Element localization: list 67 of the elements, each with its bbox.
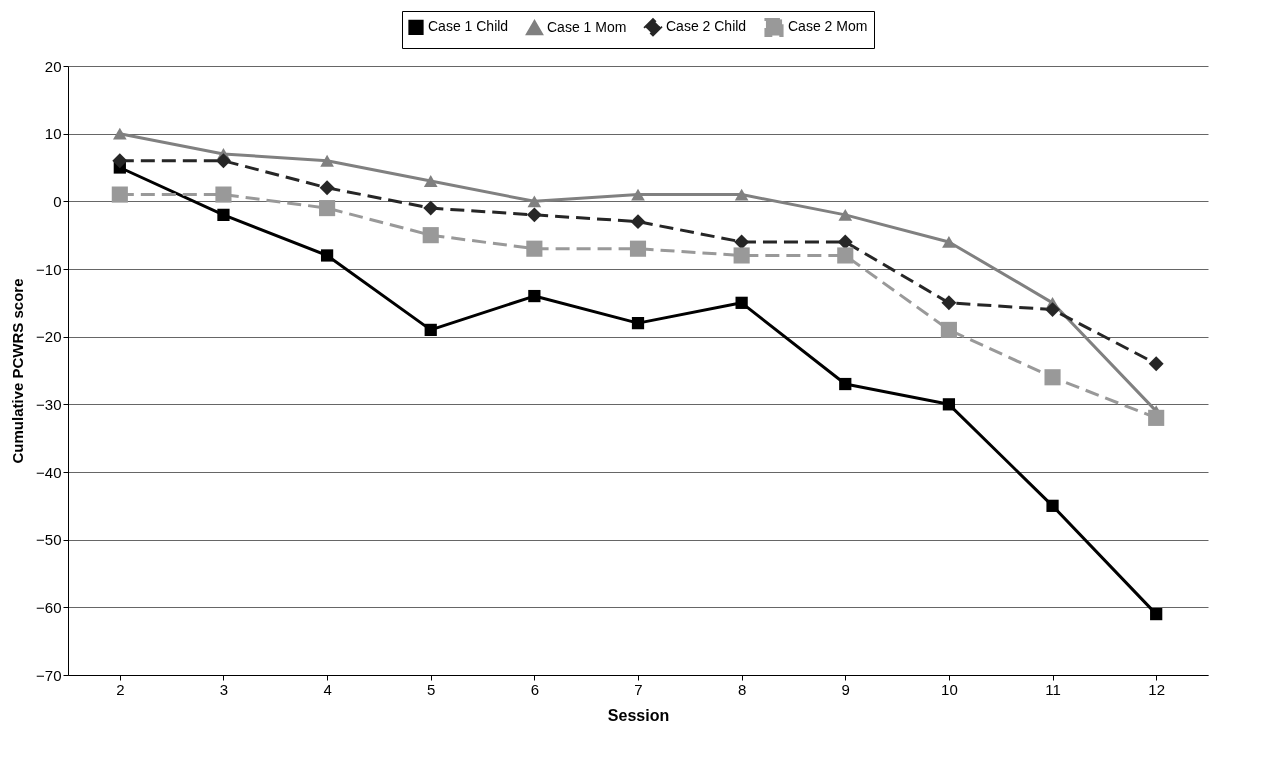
x-tick-label: 12 <box>1148 680 1166 698</box>
y-tick-label: −60 <box>36 598 62 616</box>
point <box>839 377 852 391</box>
x-axis-title: Session <box>607 706 670 724</box>
point <box>734 188 749 201</box>
y-tick-label: 10 <box>44 125 62 143</box>
point <box>423 175 438 187</box>
point <box>112 153 128 169</box>
x-tick-label: 10 <box>941 680 958 698</box>
point <box>527 195 542 208</box>
point <box>735 296 748 309</box>
point <box>319 180 335 196</box>
y-tick-label: −30 <box>36 395 62 413</box>
point <box>215 186 232 203</box>
point <box>838 208 853 221</box>
point <box>940 321 957 338</box>
point <box>423 200 439 216</box>
x-tick-label: 6 <box>530 680 540 698</box>
x-tick-label: 7 <box>634 680 643 698</box>
point <box>631 317 645 330</box>
y-tick-label: −40 <box>36 463 62 481</box>
y-tick-label: −70 <box>36 666 62 684</box>
point <box>422 227 439 244</box>
y-tick-label: −50 <box>36 531 62 549</box>
point <box>112 127 127 140</box>
point <box>942 236 956 248</box>
point <box>733 247 750 264</box>
legend-label: Case 1 Child <box>428 18 509 35</box>
x-tick-label: 3 <box>219 680 229 698</box>
point <box>734 234 750 250</box>
y-tick-label: 0 <box>53 192 62 210</box>
x-tick-label: 4 <box>323 680 332 698</box>
point <box>629 240 647 257</box>
point <box>528 289 541 303</box>
point <box>1150 607 1163 621</box>
point <box>631 188 645 201</box>
x-tick-label: 9 <box>841 680 850 698</box>
point <box>526 207 542 223</box>
point <box>320 249 334 262</box>
point <box>1148 356 1164 372</box>
x-tick-label: 8 <box>737 680 747 698</box>
y-tick-label: −10 <box>36 260 62 278</box>
y-tick-label: 20 <box>44 57 62 75</box>
point <box>217 208 230 221</box>
point <box>1044 369 1061 386</box>
legend-label: Case 2 Child <box>666 18 747 35</box>
x-tick-label: 5 <box>427 680 436 698</box>
point <box>630 214 646 230</box>
x-tick-label: 11 <box>1045 680 1061 698</box>
point <box>111 186 128 203</box>
y-tick-label: −20 <box>36 328 62 346</box>
point <box>941 295 957 311</box>
point <box>319 200 336 217</box>
y-axis-title: Cumulative PCWRS score <box>9 278 27 464</box>
point <box>1148 409 1165 426</box>
point <box>320 154 334 167</box>
point <box>942 398 956 411</box>
point <box>526 240 543 257</box>
point <box>1045 302 1061 318</box>
legend-label: Case 1 Mom <box>547 18 627 35</box>
point <box>215 153 231 169</box>
legend-label: Case 2 Mom <box>788 18 868 35</box>
point <box>424 323 437 337</box>
point <box>837 234 853 250</box>
point <box>837 247 854 264</box>
point <box>1046 499 1059 512</box>
x-tick-label: 2 <box>116 680 125 698</box>
